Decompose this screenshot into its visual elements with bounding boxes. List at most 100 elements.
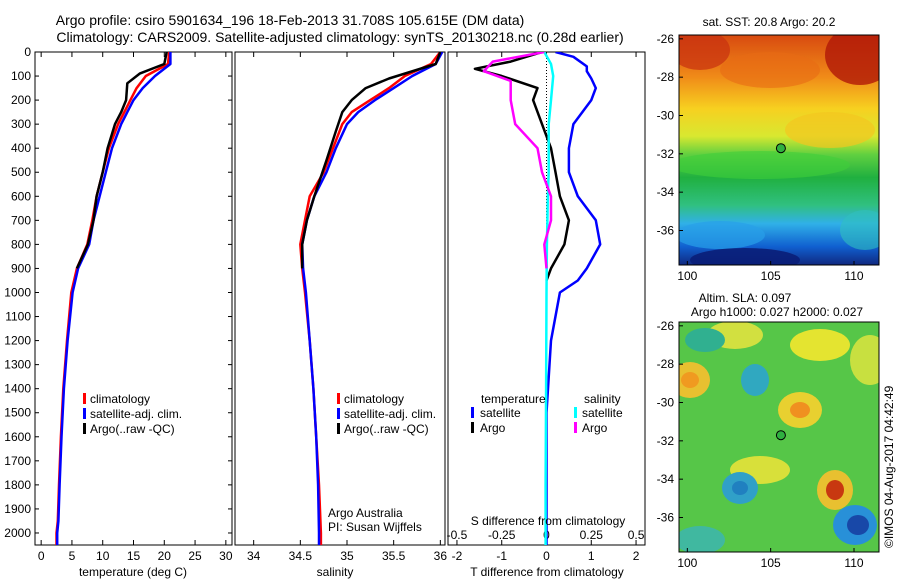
s-difference-tick-label: -0.5 xyxy=(447,528,468,542)
latitude-tick-label: -36 xyxy=(657,224,675,238)
sla-orange-patch xyxy=(790,402,810,418)
legend-label-climatology: climatology xyxy=(344,392,404,406)
legend-label-satellite: satellite-adj. clim. xyxy=(344,407,436,421)
profile-line-temperature-argo xyxy=(473,52,571,281)
x-tick-label: 0 xyxy=(543,549,550,563)
x-tick-label: 15 xyxy=(127,549,141,563)
s-difference-axis-label: S difference from climatology xyxy=(471,514,626,528)
longitude-tick-label: 110 xyxy=(844,269,863,283)
legend-label-salinity-argo: Argo xyxy=(582,421,608,435)
legend-swatch-salinity-satellite xyxy=(574,407,577,418)
x-tick-label: 10 xyxy=(96,549,110,563)
temperature-legend: climatology satellite-adj. clim. Argo(..… xyxy=(83,392,182,436)
depth-tick-label: 700 xyxy=(11,213,31,227)
x-tick-label: 30 xyxy=(219,549,233,563)
latitude-tick-label: -26 xyxy=(657,319,675,333)
longitude-tick-label: 100 xyxy=(677,269,697,283)
legend-swatch-temperature-satellite xyxy=(471,407,474,418)
depth-tick-label: 0 xyxy=(24,45,31,59)
legend-label-climatology: climatology xyxy=(90,392,150,406)
sla-map-frame xyxy=(678,321,880,553)
temperature-panel: 0100200300400500600700800900100011001200… xyxy=(4,45,645,579)
legend-swatch-satellite xyxy=(337,408,340,419)
longitude-tick-label: 100 xyxy=(677,556,697,570)
difference-profile-lines xyxy=(473,52,602,545)
sst-warm-patch xyxy=(720,52,820,88)
depth-tick-label: 1600 xyxy=(4,430,31,444)
legend-swatch-satellite xyxy=(83,408,86,419)
profile-line-temperature-satellite xyxy=(545,52,602,545)
x-tick-label: 35 xyxy=(340,549,354,563)
salinity-panel: 34 34.5 35 35.5 36 salinity climatology sate… xyxy=(234,51,447,579)
latitude-tick-label: -30 xyxy=(657,396,675,410)
sst-warm-patch xyxy=(825,35,879,85)
sla-map-title-line1: Altim. SLA: 0.097 xyxy=(699,291,792,305)
depth-tick-label: 1800 xyxy=(4,478,31,492)
profile-line-argo-raw-qc- xyxy=(300,52,442,269)
latitude-tick-label: -34 xyxy=(657,185,675,199)
pi-annotation: PI: Susan Wijffels xyxy=(328,520,422,534)
x-tick-label: 2 xyxy=(633,549,640,563)
x-tick-label: -2 xyxy=(452,549,463,563)
legend-swatch-climatology xyxy=(337,393,340,404)
t-difference-axis-label: T difference from climatology xyxy=(470,565,624,579)
sla-map-title-line2: Argo h1000: 0.027 h2000: 0.027 xyxy=(691,305,863,319)
sla-yellow-patch xyxy=(790,329,850,361)
legend-label-temperature-argo: Argo xyxy=(480,421,506,435)
depth-tick-label: 1500 xyxy=(4,406,31,420)
depth-tick-label: 1000 xyxy=(4,285,31,299)
header-title-line2: Climatology: CARS2009. Satellite-adjuste… xyxy=(56,29,623,45)
sla-red-patch xyxy=(826,480,844,500)
salinity-axis-label: salinity xyxy=(317,565,354,579)
temperature-axis-label: temperature (deg C) xyxy=(79,565,187,579)
s-difference-axis-ticks: -0.5 -0.25 0 0.25 0.5 xyxy=(447,528,645,542)
depth-tick-label: 400 xyxy=(11,141,31,155)
x-tick-label: 35.5 xyxy=(382,549,406,563)
sst-map-panel: sat. SST: 20.8 Argo: 20.2 100 105 110 -26 -2… xyxy=(657,15,880,283)
x-tick-label: 20 xyxy=(158,549,172,563)
sst-map-title: sat. SST: 20.8 Argo: 20.2 xyxy=(703,15,836,29)
depth-tick-label: 1900 xyxy=(4,502,31,516)
x-tick-label: 0 xyxy=(38,549,45,563)
x-tick-label: 36 xyxy=(434,549,448,563)
sla-lowest-patch xyxy=(847,515,869,535)
latitude-tick-label: -34 xyxy=(657,472,675,486)
legend-label-argo: Argo(..raw -QC) xyxy=(90,422,175,436)
institution-annotation: Argo Australia xyxy=(328,506,403,520)
s-difference-tick-label: 0.25 xyxy=(580,528,604,542)
longitude-tick-label: 105 xyxy=(761,556,781,570)
legend-label-temperature-satellite: satellite xyxy=(480,406,521,420)
s-difference-tick-label: 0.5 xyxy=(628,528,645,542)
legend-swatch-temperature-argo xyxy=(471,422,474,433)
x-tick-label: -1 xyxy=(496,549,507,563)
difference-legend: temperature salinity satellite Argo sate… xyxy=(471,392,623,435)
temperature-plot-frame xyxy=(34,51,233,546)
profile-line-argo-raw-qc- xyxy=(75,52,168,269)
latitude-tick-label: -28 xyxy=(657,70,675,84)
legend-label-satellite: satellite-adj. clim. xyxy=(90,407,182,421)
sst-map-frame xyxy=(678,34,880,266)
salinity-axis-ticks: 34 34.5 35 35.5 36 xyxy=(247,52,447,563)
x-tick-label: 34 xyxy=(247,549,261,563)
salinity-plot-frame xyxy=(234,51,446,546)
argo-float-position-marker xyxy=(775,430,786,441)
x-tick-label: 25 xyxy=(188,549,202,563)
latitude-tick-label: -28 xyxy=(657,357,675,371)
latitude-tick-label: -32 xyxy=(657,434,675,448)
legend-title-temperature: temperature xyxy=(481,392,546,406)
depth-tick-label: 1100 xyxy=(5,310,31,324)
profile-line-salinity-argo xyxy=(482,52,553,269)
sla-low-patch xyxy=(732,481,748,495)
sst-cold-patch xyxy=(690,248,800,265)
sst-yellow-patch xyxy=(785,112,875,148)
s-difference-tick-label: -0.25 xyxy=(488,528,516,542)
imos-credit: ©IMOS 04-Aug-2017 04:42:49 xyxy=(882,385,896,548)
depth-tick-label: 200 xyxy=(11,93,31,107)
difference-panel: -2 -1 0 1 2 -0.5 -0.25 0 0.25 0.5 T difference f… xyxy=(447,51,646,579)
depth-tick-label: 1400 xyxy=(4,382,31,396)
sla-map-panel: Altim. SLA: 0.097 Argo h1000: 0.027 h200… xyxy=(657,291,880,570)
depth-tick-label: 1200 xyxy=(4,334,31,348)
legend-swatch-argo xyxy=(83,423,86,434)
